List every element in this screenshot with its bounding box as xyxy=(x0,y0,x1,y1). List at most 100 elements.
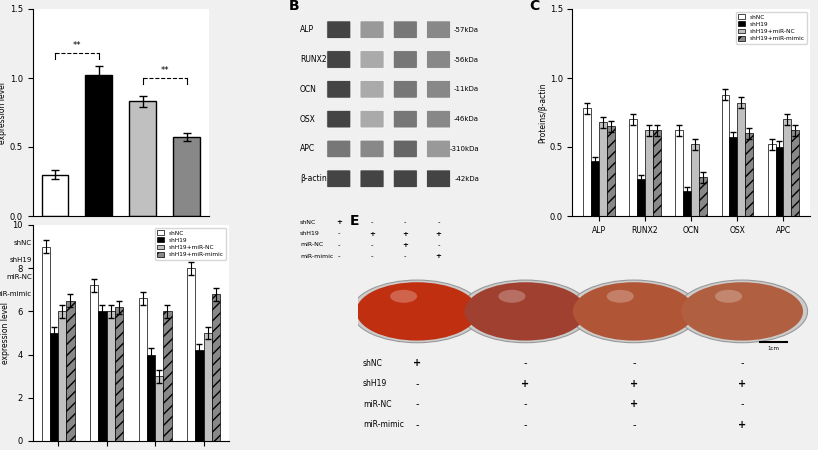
Y-axis label: Proteins/β-actin: Proteins/β-actin xyxy=(538,82,547,143)
FancyBboxPatch shape xyxy=(426,140,451,158)
Bar xyxy=(637,179,645,216)
FancyBboxPatch shape xyxy=(393,81,417,98)
Text: +: + xyxy=(630,379,638,389)
Text: -: - xyxy=(438,242,440,248)
Text: -: - xyxy=(371,242,373,248)
Circle shape xyxy=(352,280,483,343)
Text: -: - xyxy=(338,253,340,259)
FancyBboxPatch shape xyxy=(426,51,451,68)
Text: -: - xyxy=(97,289,100,298)
Circle shape xyxy=(569,280,699,343)
Text: -: - xyxy=(740,358,744,368)
Text: APC: APC xyxy=(300,144,315,153)
Text: -: - xyxy=(416,379,419,389)
Bar xyxy=(737,103,745,216)
Text: -: - xyxy=(185,272,188,281)
Text: +: + xyxy=(183,256,190,265)
Text: -: - xyxy=(53,272,56,281)
Text: OSX: OSX xyxy=(300,115,316,124)
Text: +: + xyxy=(336,219,342,225)
Text: -: - xyxy=(416,420,419,430)
Text: -: - xyxy=(185,238,188,248)
Bar xyxy=(721,94,730,216)
Bar xyxy=(691,144,699,216)
Bar xyxy=(50,333,58,441)
Bar xyxy=(58,311,66,441)
Bar xyxy=(66,301,74,441)
Bar xyxy=(629,119,637,216)
Text: -: - xyxy=(371,219,373,225)
Text: -11kDa: -11kDa xyxy=(454,86,479,92)
Text: OCN: OCN xyxy=(300,85,317,94)
FancyBboxPatch shape xyxy=(327,51,351,68)
Text: -: - xyxy=(740,399,744,410)
FancyBboxPatch shape xyxy=(327,81,351,98)
Bar xyxy=(599,122,607,216)
Bar xyxy=(699,177,707,216)
FancyBboxPatch shape xyxy=(360,21,384,39)
Text: +: + xyxy=(52,238,58,248)
Circle shape xyxy=(498,290,525,303)
Text: shNC: shNC xyxy=(300,220,317,225)
Bar xyxy=(147,355,155,441)
Bar xyxy=(784,119,791,216)
Text: +: + xyxy=(435,253,442,259)
Text: -: - xyxy=(97,238,100,248)
Circle shape xyxy=(681,282,803,341)
Circle shape xyxy=(715,290,742,303)
Bar xyxy=(42,247,50,441)
Bar xyxy=(187,268,196,441)
FancyBboxPatch shape xyxy=(426,81,451,98)
Bar xyxy=(645,130,653,216)
Text: 1cm: 1cm xyxy=(768,346,780,351)
FancyBboxPatch shape xyxy=(327,170,351,188)
Bar xyxy=(90,285,98,441)
Text: +: + xyxy=(95,256,102,265)
FancyBboxPatch shape xyxy=(360,170,384,188)
Text: miR-NC: miR-NC xyxy=(363,400,392,409)
Bar xyxy=(745,133,753,216)
FancyBboxPatch shape xyxy=(426,110,451,128)
FancyBboxPatch shape xyxy=(327,110,351,128)
Text: -: - xyxy=(53,256,56,265)
Text: +: + xyxy=(738,420,746,430)
Y-axis label: Relative APC
expression level: Relative APC expression level xyxy=(0,81,7,144)
Text: -57kDa: -57kDa xyxy=(454,27,479,33)
Text: miR-mimic: miR-mimic xyxy=(363,420,404,429)
Text: ALP: ALP xyxy=(300,25,314,34)
Text: +: + xyxy=(402,230,408,237)
Text: C: C xyxy=(530,0,540,13)
FancyBboxPatch shape xyxy=(393,21,417,39)
Bar xyxy=(791,130,799,216)
Text: shH19: shH19 xyxy=(300,231,320,236)
Text: miR-NC: miR-NC xyxy=(6,274,32,280)
Y-axis label: Relative
expression level: Relative expression level xyxy=(0,302,10,364)
Bar xyxy=(653,130,661,216)
Bar xyxy=(591,161,599,216)
Text: shH19: shH19 xyxy=(10,257,32,263)
Bar xyxy=(106,311,115,441)
Text: miR-mimic: miR-mimic xyxy=(300,254,334,259)
Text: -: - xyxy=(141,238,144,248)
Text: -: - xyxy=(97,272,100,281)
Text: -: - xyxy=(524,420,528,430)
Bar xyxy=(676,130,683,216)
Text: +: + xyxy=(738,379,746,389)
Bar xyxy=(164,311,172,441)
Text: +: + xyxy=(139,272,146,281)
Text: -: - xyxy=(524,399,528,410)
Bar xyxy=(730,137,737,216)
Text: +: + xyxy=(369,230,375,237)
Text: -46kDa: -46kDa xyxy=(454,116,479,122)
Text: shNC: shNC xyxy=(14,240,32,246)
Text: **: ** xyxy=(73,41,81,50)
Bar xyxy=(98,311,106,441)
Text: shH19: shH19 xyxy=(363,379,387,388)
Text: +: + xyxy=(183,289,190,298)
Bar xyxy=(607,126,614,216)
Circle shape xyxy=(573,282,694,341)
Text: -56kDa: -56kDa xyxy=(454,57,479,63)
FancyBboxPatch shape xyxy=(393,170,417,188)
Text: +: + xyxy=(402,242,408,248)
Text: +: + xyxy=(435,230,442,237)
